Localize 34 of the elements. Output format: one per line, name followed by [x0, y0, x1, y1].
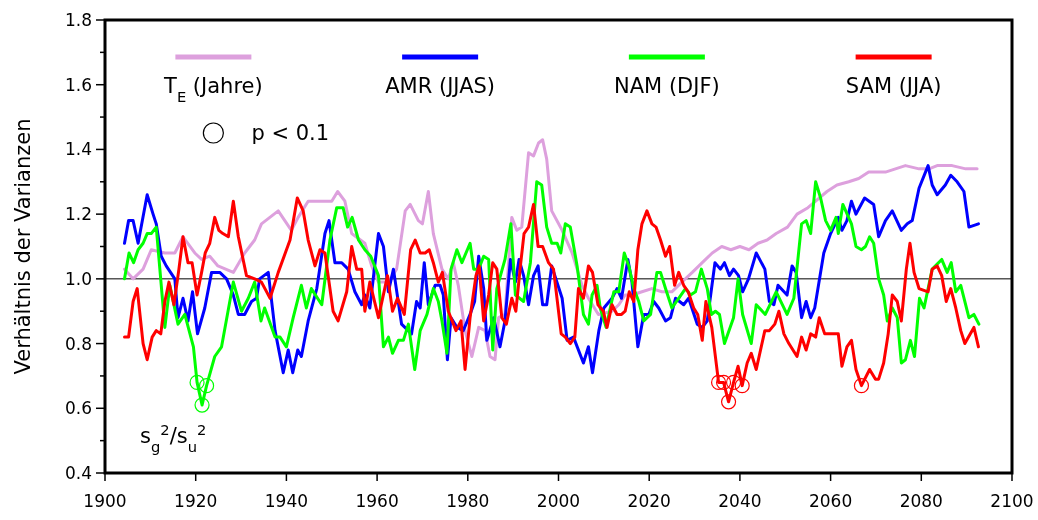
- x-tick-label: 1900: [83, 491, 127, 511]
- legend-label: AMR (JJAS): [385, 74, 496, 98]
- point: [715, 374, 732, 390]
- legend-label: NAM (DJF): [614, 74, 720, 98]
- x-tick-label: 1960: [355, 491, 399, 511]
- point: [710, 374, 727, 390]
- point: [853, 378, 870, 394]
- x-tick-label: 2060: [808, 491, 853, 511]
- x-tick-label: 1940: [264, 491, 309, 511]
- legend-label: SAM (JJA): [845, 74, 942, 98]
- point: [734, 378, 750, 394]
- point: [198, 378, 215, 394]
- y-tick-label: 0.4: [64, 462, 92, 483]
- point: [194, 397, 210, 413]
- y-tick-label: 1.6: [64, 74, 92, 95]
- annotation: p < 0.1: [251, 121, 330, 146]
- point: [725, 374, 742, 390]
- x-tick-label: 2080: [899, 491, 943, 511]
- y-axis-title: Verhältnis der Varianzen: [11, 118, 35, 375]
- x-tick-label: 2000: [536, 491, 581, 511]
- y-tick-label: 1.0: [64, 268, 92, 289]
- y-tick-label: 1.8: [64, 9, 92, 30]
- y-tick-label: 0.6: [64, 398, 92, 419]
- legend-label: T$_{E}$ (Jahre): [163, 74, 263, 105]
- y-tick-label: 0.8: [64, 333, 92, 354]
- x-tick-label: 2040: [718, 491, 762, 511]
- x-tick-label: 2100: [990, 491, 1034, 511]
- point: [720, 394, 737, 410]
- x-tick-label: 1980: [446, 491, 490, 511]
- x-tick-label: 2020: [627, 491, 671, 511]
- x-tick-label: 1920: [174, 491, 218, 511]
- point: [189, 374, 205, 390]
- y-tick-label: 1.4: [64, 139, 92, 160]
- y-tick-label: 1.2: [64, 204, 92, 225]
